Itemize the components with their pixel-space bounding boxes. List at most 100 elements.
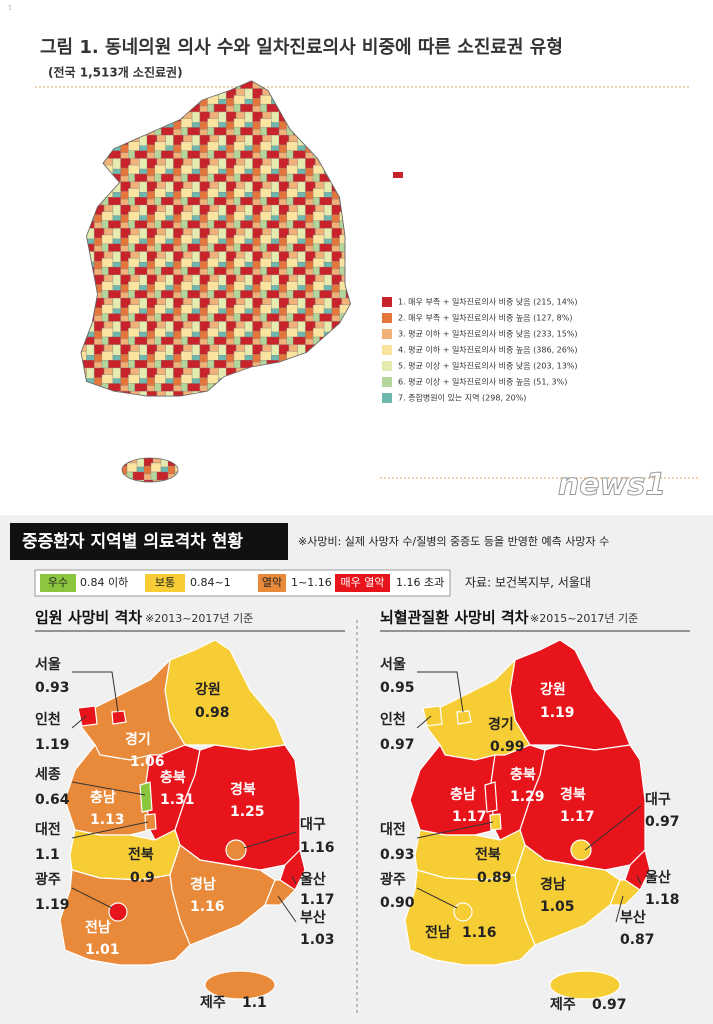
region-value: 1.17	[452, 809, 487, 825]
legend-label: 6. 평균 이상 + 일차진료의사 비중 높음 (51, 3%)	[398, 377, 567, 387]
bottom-legend: 우수 0.84 이하 보통 0.84~1 열악 1~1.16 매우 열악 1.16 초과	[40, 574, 444, 592]
leader-line	[416, 887, 458, 909]
region-value: 1.16	[462, 925, 497, 941]
region-value: 0.89	[477, 870, 512, 886]
region-gwangju	[108, 902, 128, 922]
region-name: 부산	[300, 909, 326, 926]
region-name: 충북	[510, 767, 536, 783]
legend-swatch	[382, 361, 392, 371]
page-mark: 1	[8, 5, 12, 12]
legend-swatch	[258, 574, 286, 592]
leader-line	[417, 671, 464, 713]
legend-label: 2. 매우 부족 + 일차진료의사 비중 높음 (127, 8%)	[398, 313, 572, 323]
region-sejong	[484, 781, 498, 813]
legend-label: 우수	[48, 576, 68, 589]
legend-label: 1. 매우 부족 + 일차진료의사 비중 낮음 (215, 14%)	[398, 297, 578, 307]
leader-line	[71, 781, 146, 796]
region-value: 0.98	[195, 705, 230, 721]
region-value: 1.16	[300, 840, 335, 856]
leader-line	[72, 671, 119, 713]
region-value: 1.29	[510, 789, 545, 805]
region-map	[59, 639, 306, 1000]
region-ulsan	[279, 848, 306, 891]
title-box	[10, 523, 288, 560]
region-name: 경기	[125, 731, 151, 748]
legend-range: 0.84~1	[190, 576, 231, 589]
region-name: 충남	[90, 789, 116, 806]
region-daegu	[225, 839, 247, 861]
region-name: 전남	[85, 919, 111, 936]
region-seoul	[111, 710, 127, 725]
region-value: 1.13	[90, 812, 125, 828]
note: ※사망비: 실제 사망자 수/질병의 중증도 등을 반영한 예측 사망자 수	[298, 535, 609, 548]
leader-line	[71, 715, 87, 729]
legend-label: 매우 열악	[341, 576, 385, 589]
legend-range: 1~1.16	[291, 576, 332, 589]
region-jeju	[204, 970, 276, 1000]
legend-swatch	[40, 574, 76, 592]
legend-range: 1.16 초과	[396, 576, 444, 589]
region-incheon	[77, 705, 98, 727]
region-value: 1.1	[35, 847, 60, 863]
legend-label: 열악	[262, 576, 282, 589]
leader-line	[584, 805, 642, 851]
region-name: 경기	[488, 716, 514, 733]
watermark: news1	[558, 468, 666, 503]
region-value: 0.90	[380, 895, 415, 911]
region-gwangju	[453, 902, 473, 922]
legend-range: 0.84 이하	[80, 575, 128, 589]
region-name: 서울	[35, 656, 61, 673]
region-name: 제주	[550, 997, 576, 1013]
legend-swatch	[382, 393, 392, 403]
region-name: 경북	[230, 781, 256, 798]
region-value: 1.19	[35, 897, 70, 913]
map-basis: ※2015~2017년 기준	[530, 612, 638, 625]
top-title: 그림 1. 동네의원 의사 수와 일차진료의사 비중에 따른 소진료권 유형	[40, 37, 563, 58]
leader-line	[416, 821, 494, 839]
region-value: 1.19	[35, 737, 70, 753]
region-value: 0.97	[645, 814, 680, 830]
region-ulsan	[624, 848, 651, 891]
region-seoul	[456, 710, 472, 725]
region-name: 경남	[190, 876, 216, 893]
region-daejeon	[489, 813, 502, 831]
region-value: 1.31	[160, 792, 195, 808]
region-name: 경북	[560, 786, 586, 803]
region-name: 제주	[200, 995, 226, 1011]
top-legend: 1. 매우 부족 + 일차진료의사 비중 낮음 (215, 14%) 2. 매우 …	[382, 297, 578, 403]
region-value: 1.01	[85, 942, 120, 958]
region-value: 1.03	[300, 932, 335, 948]
region-jeonbuk	[69, 829, 181, 881]
leader-line	[243, 831, 297, 849]
leader-line	[71, 887, 113, 909]
region-value: 0.93	[380, 847, 415, 863]
region-value: 1.17	[560, 809, 595, 825]
region-name: 울산	[300, 871, 326, 888]
region-name: 세종	[35, 767, 61, 783]
legend-swatch	[382, 377, 392, 387]
region-name: 대구	[645, 792, 671, 808]
region-value: 1.17	[300, 892, 335, 908]
legend-label: 4. 평균 이하 + 일차진료의사 비중 높음 (386, 26%)	[398, 345, 578, 355]
region-daegu	[570, 839, 592, 861]
region-value: 0.97	[380, 737, 415, 753]
legend-label: 5. 평균 이상 + 일차진료의사 비중 낮음 (203, 13%)	[398, 361, 578, 371]
region-name: 인천	[380, 711, 406, 728]
region-name: 대전	[380, 821, 406, 838]
leader-line	[277, 895, 297, 923]
leader-line	[416, 715, 432, 729]
region-name: 대전	[35, 821, 61, 838]
legend-swatch	[335, 574, 390, 592]
region-gyeongbuk	[174, 744, 301, 871]
region-value: 1.25	[230, 804, 265, 820]
region-value: 0.95	[380, 680, 415, 696]
region-value: 1.16	[190, 899, 225, 915]
map-basis: ※2013~2017년 기준	[145, 612, 253, 625]
region-value: 1.06	[130, 754, 165, 770]
leader-line	[615, 895, 624, 923]
island	[393, 172, 403, 178]
legend-label: 7. 종합병원이 있는 지역 (298, 20%)	[398, 393, 526, 403]
